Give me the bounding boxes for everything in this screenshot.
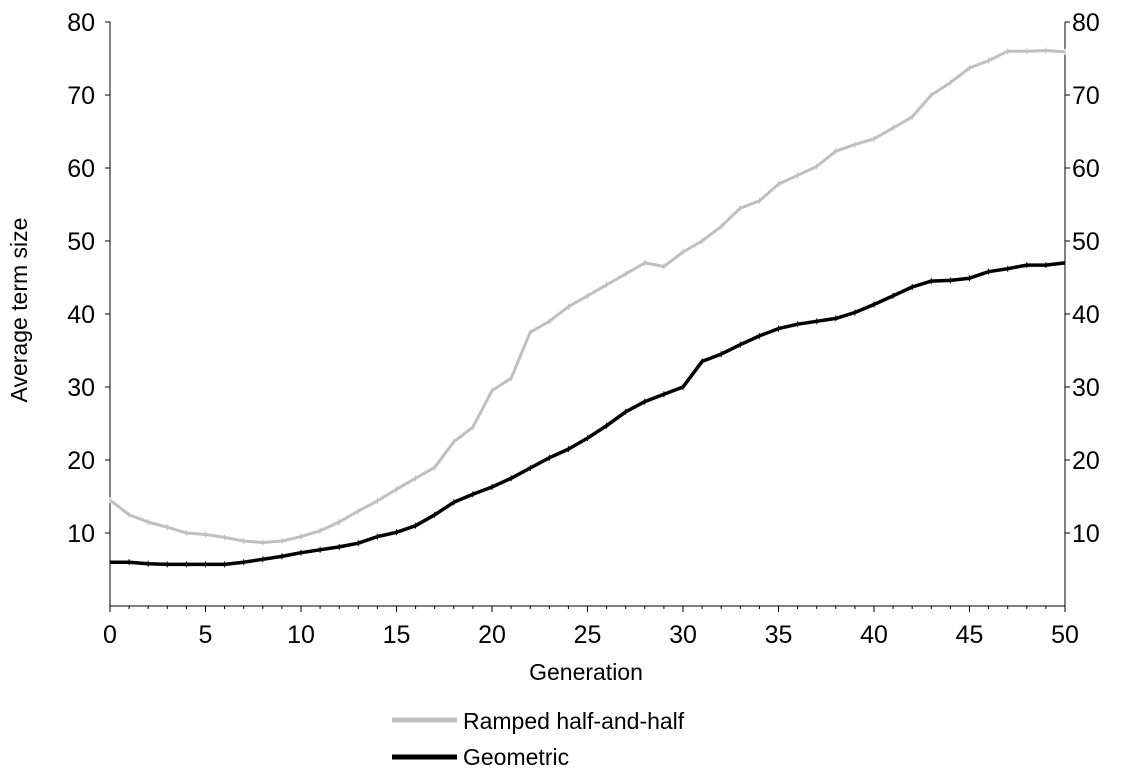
y-right-tick-label: 70 [1072,82,1100,110]
x-tick-label: 30 [669,621,697,649]
legend-label-ramped: Ramped half-and-half [463,708,685,734]
x-tick-label: 50 [1051,621,1079,649]
y-left-tick-label: 20 [67,447,95,475]
x-axis-title: Generation [529,659,643,685]
x-tick-label: 20 [478,621,506,649]
y-left-tick-label: 60 [67,155,95,183]
x-tick-label: 10 [287,621,315,649]
tick-labels: 0 5 10 15 20 25 30 35 40 45 50 10 20 30 40 50 60 70 80 10 20… [67,9,1100,649]
x-tick-label: 15 [383,621,411,649]
y-right-tick-label: 80 [1072,9,1100,37]
axes [105,21,1070,612]
y-right-tick-label: 20 [1072,447,1100,475]
x-tick-label: 25 [574,621,602,649]
y-left-tick-label: 70 [67,82,95,110]
y-right-tick-label: 60 [1072,155,1100,183]
legend: Ramped half-and-half Geometric [392,708,685,770]
x-tick-label: 35 [765,621,793,649]
series-line-geometric [110,261,1066,567]
y-left-tick-label: 10 [67,520,95,548]
y-left-tick-label: 80 [67,9,95,37]
x-tick-label: 45 [956,621,984,649]
x-tick-label: 0 [103,621,117,649]
x-tick-label: 5 [199,621,213,649]
y-right-tick-label: 10 [1072,520,1100,548]
x-tick-label: 40 [860,621,888,649]
y-left-tick-label: 50 [67,228,95,256]
y-left-tick-label: 40 [67,301,95,329]
y-right-tick-label: 40 [1072,301,1100,329]
y-right-tick-label: 50 [1072,228,1100,256]
y-right-tick-label: 30 [1072,374,1100,402]
legend-label-geometric: Geometric [463,744,569,770]
y-axis-title: Average term size [6,218,32,403]
y-left-tick-label: 30 [67,374,95,402]
series-lines [109,47,1066,568]
